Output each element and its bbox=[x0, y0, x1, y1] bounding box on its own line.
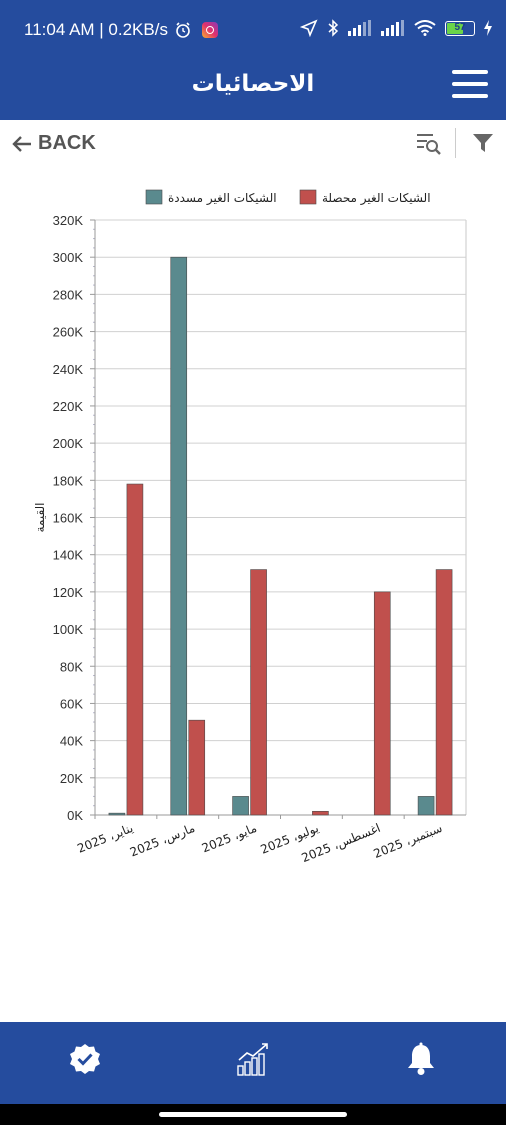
signal-icon bbox=[348, 20, 371, 36]
filter-icon[interactable] bbox=[472, 132, 494, 154]
instagram-icon bbox=[201, 22, 218, 38]
legend-swatch bbox=[145, 189, 163, 205]
toolbar: BACK bbox=[0, 120, 506, 166]
y-tick-label: 40K bbox=[60, 734, 83, 749]
menu-icon-line bbox=[452, 82, 488, 86]
y-tick-label: 20K bbox=[60, 771, 83, 786]
home-indicator[interactable] bbox=[159, 1112, 347, 1117]
y-tick-label: 140K bbox=[53, 548, 84, 563]
y-tick-label: 240K bbox=[53, 362, 84, 377]
legend-swatch bbox=[299, 189, 317, 205]
y-tick-label: 80K bbox=[60, 659, 83, 674]
alarm-icon bbox=[176, 22, 190, 38]
y-tick-label: 0K bbox=[67, 808, 83, 823]
bar-unpaid[interactable] bbox=[170, 256, 188, 816]
y-tick-label: 320K bbox=[53, 213, 84, 228]
bar-uncollected[interactable] bbox=[435, 569, 453, 816]
y-tick-label: 100K bbox=[53, 622, 84, 637]
y-tick-label: 260K bbox=[53, 325, 84, 340]
location-icon bbox=[300, 19, 318, 37]
arrow-left-icon bbox=[12, 135, 31, 152]
legend-label: الشيكات الغير محصلة bbox=[322, 191, 431, 206]
y-tick-label: 160K bbox=[53, 511, 84, 526]
bar-chart: 0K 20K 40K 60K 80K 100K 120K 140K 160K 180K 200K 22… bbox=[33, 189, 467, 866]
status-time: 11:04 AM | 0.2KB/s bbox=[24, 20, 168, 39]
status-right: 57 bbox=[300, 19, 492, 37]
bar-unpaid[interactable] bbox=[108, 812, 126, 816]
toolbar-divider bbox=[455, 128, 456, 158]
search-filter-icon[interactable] bbox=[416, 132, 442, 156]
menu-button[interactable] bbox=[452, 70, 488, 98]
bar-uncollected[interactable] bbox=[373, 591, 391, 816]
legend-label: الشيكات الغير مسددة bbox=[168, 191, 277, 206]
status-left: 11:04 AM | 0.2KB/s bbox=[24, 20, 218, 40]
bell-icon[interactable] bbox=[405, 1042, 437, 1076]
menu-icon-line bbox=[452, 94, 488, 98]
bar-unpaid[interactable] bbox=[232, 796, 249, 816]
back-button[interactable]: BACK bbox=[12, 132, 96, 155]
bluetooth-icon bbox=[328, 19, 339, 37]
y-tick-label: 220K bbox=[53, 399, 84, 414]
app-bar: الاحصائيات bbox=[0, 62, 506, 120]
back-label: BACK bbox=[38, 132, 96, 154]
bar-uncollected[interactable] bbox=[188, 719, 206, 816]
gesture-bar bbox=[0, 1104, 506, 1125]
y-tick-label: 280K bbox=[53, 287, 84, 302]
wifi-icon bbox=[414, 20, 436, 36]
x-tick-label: مايو، 2025 bbox=[200, 821, 259, 857]
battery-icon: 57 bbox=[445, 20, 475, 36]
stats-chart-icon[interactable] bbox=[236, 1042, 270, 1076]
y-axis-label: القيمة bbox=[33, 502, 47, 532]
charging-icon bbox=[484, 20, 492, 36]
bar-uncollected[interactable] bbox=[250, 569, 267, 816]
bar-unpaid[interactable] bbox=[417, 796, 435, 816]
status-bar: 11:04 AM | 0.2KB/s 57 bbox=[0, 0, 506, 62]
y-tick-label: 300K bbox=[53, 250, 84, 265]
bottom-nav bbox=[0, 1022, 506, 1104]
page-title: الاحصائيات bbox=[191, 70, 315, 96]
bar-uncollected[interactable] bbox=[126, 483, 144, 816]
signal-icon-2 bbox=[381, 20, 404, 36]
bar-uncollected[interactable] bbox=[312, 810, 329, 816]
menu-icon-line bbox=[452, 70, 488, 74]
x-tick-label: سبتمبر، 2025 bbox=[372, 821, 445, 862]
y-tick-label: 60K bbox=[60, 696, 83, 711]
x-tick-label: مارس، 2025 bbox=[128, 821, 197, 861]
battery-level: 57 bbox=[454, 21, 466, 33]
y-tick-label: 200K bbox=[53, 436, 84, 451]
x-tick-label: يناير، 2025 bbox=[75, 821, 135, 857]
y-tick-label: 180K bbox=[53, 473, 84, 488]
y-tick-label: 120K bbox=[53, 585, 84, 600]
verified-check-icon[interactable] bbox=[68, 1042, 102, 1076]
